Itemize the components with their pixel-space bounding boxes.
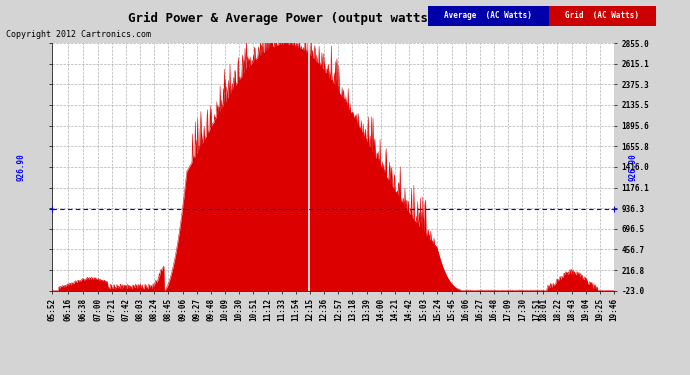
Text: 926.90: 926.90 xyxy=(16,153,26,181)
Text: 926.90: 926.90 xyxy=(629,153,638,181)
Text: Grid  (AC Watts): Grid (AC Watts) xyxy=(565,12,639,20)
Text: Average  (AC Watts): Average (AC Watts) xyxy=(444,12,532,20)
Text: Copyright 2012 Cartronics.com: Copyright 2012 Cartronics.com xyxy=(6,30,150,39)
Text: Grid Power & Average Power (output watts)  Sat Aug 4 20:07: Grid Power & Average Power (output watts… xyxy=(128,12,562,25)
